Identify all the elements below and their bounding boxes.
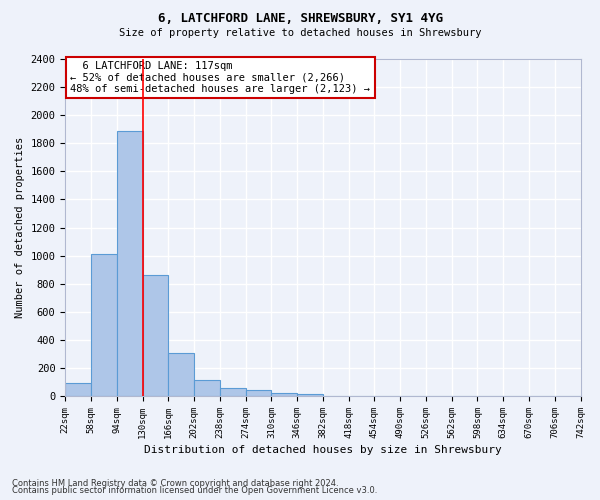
Text: 6 LATCHFORD LANE: 117sqm
← 52% of detached houses are smaller (2,266)
48% of sem: 6 LATCHFORD LANE: 117sqm ← 52% of detach… [70,60,370,94]
Bar [245,390,271,396]
Bar [194,380,220,396]
Text: 6, LATCHFORD LANE, SHREWSBURY, SY1 4YG: 6, LATCHFORD LANE, SHREWSBURY, SY1 4YG [157,12,443,26]
X-axis label: Distribution of detached houses by size in Shrewsbury: Distribution of detached houses by size … [144,445,502,455]
Bar [220,388,245,396]
Bar [91,254,117,396]
Y-axis label: Number of detached properties: Number of detached properties [15,137,25,318]
Bar [169,352,194,396]
Bar [297,394,323,396]
Text: Contains HM Land Registry data © Crown copyright and database right 2024.: Contains HM Land Registry data © Crown c… [12,478,338,488]
Text: Size of property relative to detached houses in Shrewsbury: Size of property relative to detached ho… [119,28,481,38]
Bar [65,384,91,396]
Text: Contains public sector information licensed under the Open Government Licence v3: Contains public sector information licen… [12,486,377,495]
Bar [271,392,297,396]
Bar [117,130,143,396]
Bar [143,276,169,396]
